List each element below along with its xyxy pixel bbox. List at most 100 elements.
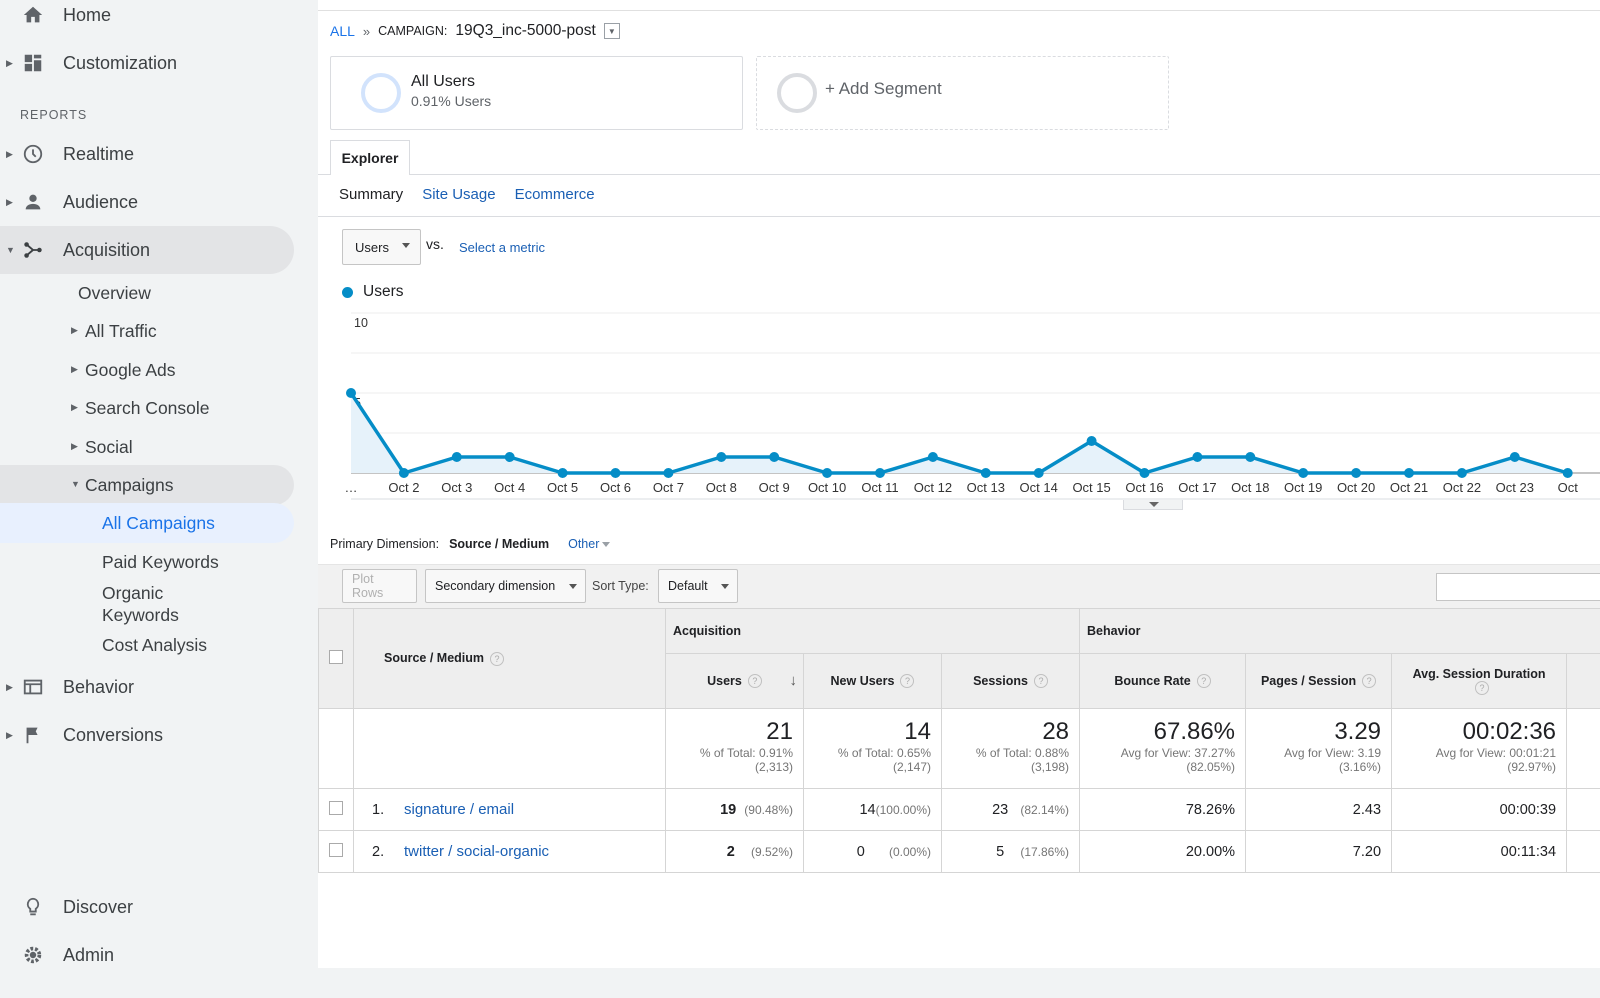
header-avg-session-duration[interactable]: Avg. Session Duration? bbox=[1391, 653, 1568, 709]
row-source-link[interactable]: signature / email bbox=[404, 801, 515, 818]
nav-acq-overview[interactable]: Overview bbox=[78, 283, 151, 303]
clock-icon bbox=[23, 144, 43, 164]
subtab-site-usage[interactable]: Site Usage bbox=[422, 186, 496, 203]
row-users: 2 (9.52%) bbox=[665, 830, 804, 873]
data-point bbox=[1404, 468, 1414, 478]
report-panel: ALL » CAMPAIGN: 19Q3_inc-5000-post ▼ All… bbox=[318, 0, 1600, 968]
help-icon[interactable]: ? bbox=[900, 674, 915, 689]
metric-selector-value: Users bbox=[355, 239, 389, 255]
total-sessions: 28% of Total: 0.88% (3,198) bbox=[940, 708, 1081, 789]
breadcrumb-separator: » bbox=[362, 23, 371, 39]
acquisition-icon bbox=[24, 242, 42, 258]
total-line1: % of Total: 0.91% bbox=[699, 746, 793, 760]
header-pages-session[interactable]: Pages / Session? bbox=[1245, 653, 1393, 709]
table-search-input[interactable] bbox=[1436, 573, 1600, 601]
secondary-dimension-select[interactable]: Secondary dimension bbox=[425, 569, 586, 603]
cell-value: 5 bbox=[996, 843, 1005, 860]
help-icon[interactable]: ? bbox=[1475, 681, 1490, 696]
subtab-ecommerce[interactable]: Ecommerce bbox=[514, 186, 595, 203]
header-overflow bbox=[1566, 653, 1600, 709]
campaign-dropdown-icon[interactable]: ▼ bbox=[603, 23, 620, 39]
total-avg-session-duration: 00:02:36 Avg for View: 00:01:21 (92.97%) bbox=[1391, 708, 1568, 789]
row-source-link[interactable]: twitter / social-organic bbox=[404, 843, 550, 860]
total-line2: (3.16%) bbox=[1339, 760, 1382, 774]
x-tick-label: Oct 21 bbox=[1390, 480, 1428, 495]
x-tick-label: Oct 6 bbox=[600, 480, 631, 495]
data-point bbox=[1086, 436, 1097, 446]
nav-acquisition[interactable]: ▼ Acquisition bbox=[0, 226, 294, 274]
header-source-medium[interactable]: Source / Medium? bbox=[353, 608, 666, 709]
cell-value: 14 bbox=[859, 801, 876, 818]
flag-icon bbox=[26, 727, 38, 744]
nav-all-campaigns[interactable]: All Campaigns bbox=[102, 513, 215, 533]
segment-subtitle: 0.91% Users bbox=[411, 93, 492, 109]
primary-dimension-value[interactable]: Source / Medium bbox=[449, 537, 550, 551]
totals-empty-cell bbox=[353, 708, 666, 789]
header-new-users-label: New Users bbox=[830, 673, 895, 688]
data-point bbox=[1509, 452, 1520, 462]
data-point bbox=[1192, 452, 1203, 462]
nav-acq-all-traffic[interactable]: ▶ All Traffic bbox=[71, 321, 157, 342]
nav-acq-google-ads[interactable]: ▶ Google Ads bbox=[71, 360, 175, 381]
data-point bbox=[398, 468, 409, 478]
subtab-summary[interactable]: Summary bbox=[339, 186, 404, 203]
add-segment-label: + Add Segment bbox=[825, 79, 942, 98]
header-sessions[interactable]: Sessions? bbox=[940, 653, 1081, 709]
select-metric-link[interactable]: Select a metric bbox=[459, 240, 545, 255]
nav-acq-search-console[interactable]: ▶ Search Console bbox=[71, 398, 210, 419]
breadcrumb-all-link[interactable]: ALL bbox=[330, 23, 355, 39]
nav-realtime-label: Realtime bbox=[63, 143, 135, 164]
sort-type-select[interactable]: Default bbox=[658, 569, 738, 603]
metric-selector[interactable]: Users bbox=[342, 229, 421, 265]
series-line bbox=[349, 392, 1569, 475]
row-checkbox[interactable] bbox=[329, 800, 343, 815]
x-tick-label: Oct 4 bbox=[494, 480, 525, 495]
data-table: Source / Medium? Acquisition Behavior Us… bbox=[318, 608, 1600, 873]
segment-title: All Users bbox=[411, 73, 476, 90]
segment-all-users[interactable]: All Users 0.91% Users bbox=[330, 56, 743, 130]
nav-acq-all-traffic-label: All Traffic bbox=[85, 321, 157, 341]
x-tick-label: Oct 15 bbox=[1072, 480, 1110, 495]
add-segment-button[interactable]: + Add Segment bbox=[756, 56, 1169, 130]
primary-dimension-label: Primary Dimension: bbox=[330, 537, 440, 551]
x-tick-label: Oct 16 bbox=[1125, 480, 1163, 495]
help-icon[interactable]: ? bbox=[1196, 674, 1211, 689]
expand-caret-icon: ▶ bbox=[71, 364, 78, 374]
x-tick-label: Oct 3 bbox=[441, 480, 472, 495]
x-tick-label: Oct 19 bbox=[1284, 480, 1322, 495]
campaigns-highlight bbox=[0, 465, 294, 505]
expand-caret-icon: ▶ bbox=[71, 441, 78, 451]
data-point bbox=[504, 452, 515, 462]
nav-acq-social[interactable]: ▶ Social bbox=[71, 437, 133, 458]
x-tick-label: Oct bbox=[1558, 480, 1579, 495]
nav-admin-label: Admin bbox=[63, 944, 115, 965]
chart-resize-handle[interactable] bbox=[1123, 500, 1183, 510]
nav-acquisition-label: Acquisition bbox=[63, 239, 151, 260]
select-all-checkbox[interactable] bbox=[329, 650, 343, 664]
vs-label: vs. bbox=[426, 236, 444, 252]
nav-organic-keywords[interactable]: Organic Keywords bbox=[102, 582, 179, 626]
primary-dimension-other[interactable]: Other bbox=[568, 537, 611, 551]
plot-rows-button[interactable]: Plot Rows bbox=[342, 569, 417, 603]
series-area bbox=[351, 393, 1568, 473]
nav-paid-keywords[interactable]: Paid Keywords bbox=[102, 552, 219, 572]
help-icon[interactable]: ? bbox=[490, 651, 505, 666]
sort-desc-arrow-icon[interactable]: ↓ bbox=[789, 672, 798, 689]
tab-explorer[interactable]: Explorer bbox=[330, 140, 410, 175]
header-bounce-rate[interactable]: Bounce Rate? bbox=[1079, 653, 1247, 709]
help-icon[interactable]: ? bbox=[1362, 674, 1377, 689]
table-toolbar: Plot Rows Secondary dimension Sort Type:… bbox=[318, 564, 1600, 608]
nav-acq-campaigns[interactable]: ▼ Campaigns bbox=[71, 475, 174, 496]
row-checkbox[interactable] bbox=[329, 842, 343, 857]
help-icon[interactable]: ? bbox=[747, 674, 762, 689]
row-avg-session-duration: 00:11:34 bbox=[1391, 830, 1568, 873]
expand-caret-icon: ▶ bbox=[6, 57, 13, 68]
help-icon[interactable]: ? bbox=[1033, 674, 1048, 689]
x-tick-label: Oct 18 bbox=[1231, 480, 1269, 495]
total-line1: Avg for View: 00:01:21 bbox=[1435, 746, 1557, 760]
header-new-users[interactable]: New Users? bbox=[803, 653, 942, 709]
nav-cost-analysis[interactable]: Cost Analysis bbox=[102, 635, 208, 655]
nav-home-label: Home bbox=[63, 4, 112, 25]
row-number: 2. bbox=[372, 844, 385, 860]
header-users[interactable]: Users? ↓ bbox=[665, 653, 804, 709]
